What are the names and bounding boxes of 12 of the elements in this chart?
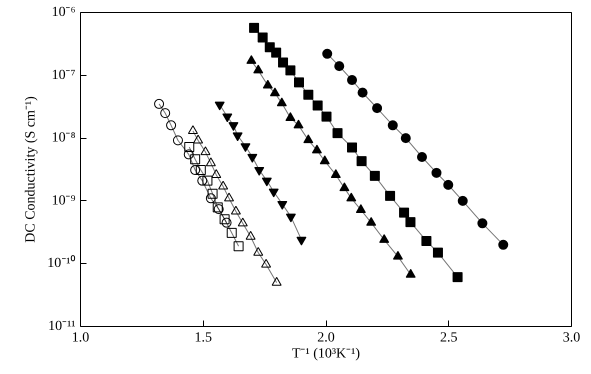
x-tick-label: 1.5 [194, 330, 212, 346]
y-tick-label: 10⁻⁶ [52, 5, 76, 20]
y-tick-label: 10⁻⁸ [52, 130, 76, 146]
y-tick-label: 10⁻⁹ [52, 193, 76, 208]
x-tick-label: 2.5 [440, 330, 458, 346]
y-axis-title: DC Conductivity (S cm⁻¹) [23, 96, 38, 243]
x-tick-label: 2.0 [317, 330, 335, 346]
x-tick-label: 1.0 [72, 330, 90, 346]
x-tick-label: 3.0 [562, 330, 580, 346]
x-axis-title: T⁻¹ (10³K⁻¹) [292, 346, 360, 362]
y-tick-label: 10⁻⁷ [52, 68, 76, 83]
y-tick-label: 10⁻¹⁰ [47, 255, 76, 272]
